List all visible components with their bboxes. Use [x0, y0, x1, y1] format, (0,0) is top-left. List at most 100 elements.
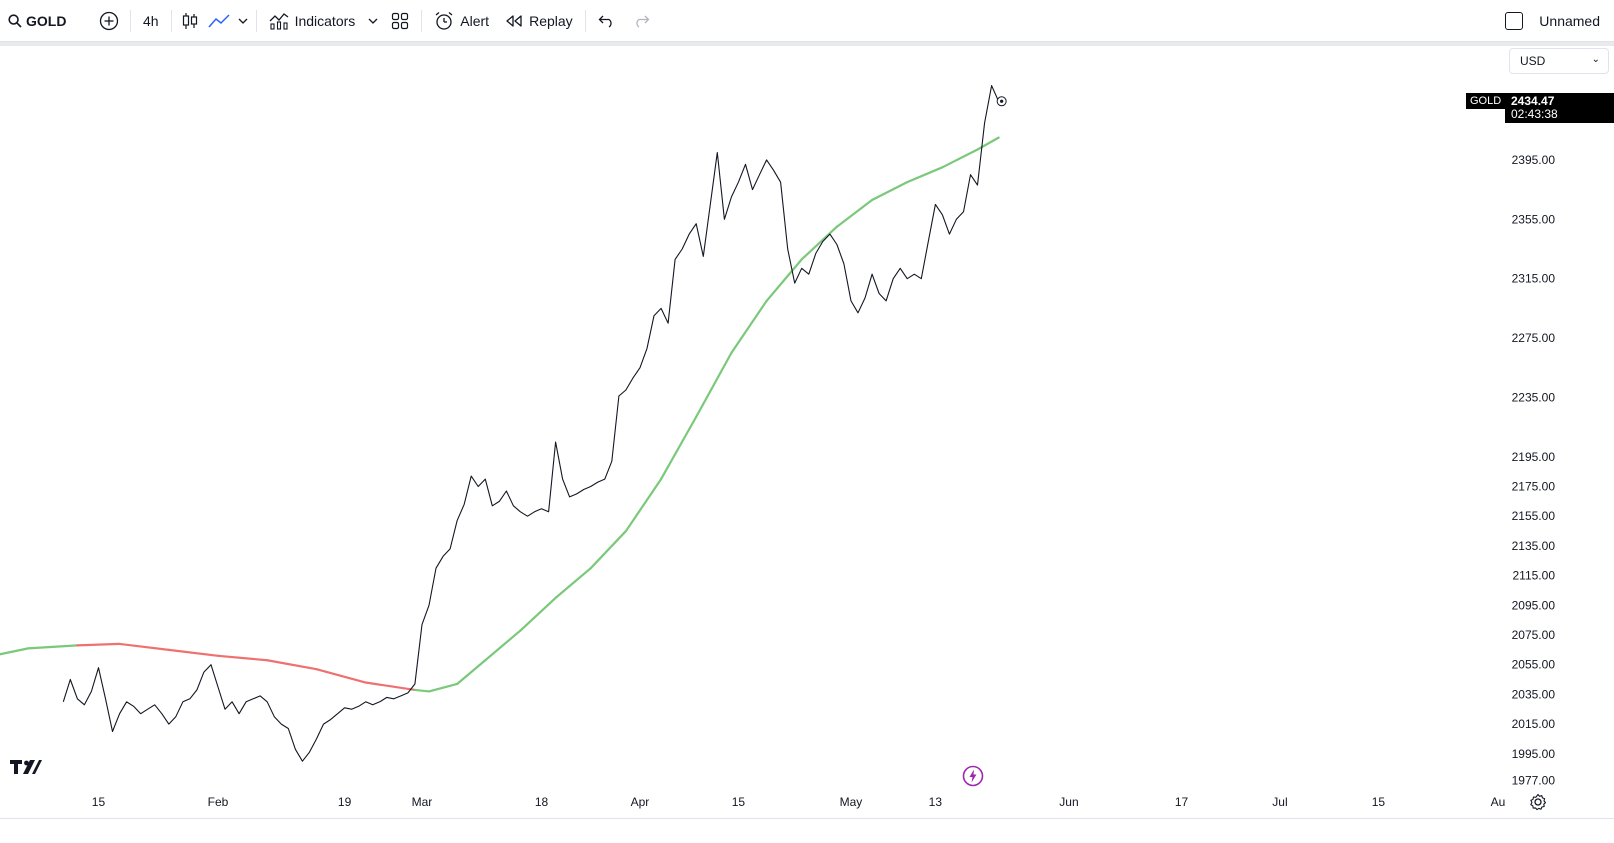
symbol-label: GOLD: [26, 12, 67, 29]
moving-average-segment: [730, 299, 768, 354]
moving-average-segment: [976, 136, 1000, 151]
tradingview-logo-icon[interactable]: [10, 758, 42, 781]
interval-button[interactable]: 4h: [135, 0, 167, 42]
chart-settings-gear-icon[interactable]: [1528, 792, 1548, 817]
moving-average-segment: [941, 148, 979, 169]
price-axis-label: 2175.00: [1512, 480, 1556, 494]
chart-area[interactable]: 2395.00 2355.00 2315.00 2275.00 2235.00 2195.…: [0, 46, 1614, 843]
time-axis-label: Mar: [412, 795, 433, 809]
price-chart[interactable]: 2395.00 2355.00 2315.00 2275.00 2235.00 2195.…: [0, 46, 1614, 843]
candles-style-button[interactable]: [176, 0, 204, 42]
moving-average-segment: [266, 659, 318, 671]
moving-average-segment: [765, 258, 803, 303]
toolbar-divider: [130, 9, 131, 32]
layout-checkbox-icon[interactable]: [1505, 12, 1524, 30]
time-axis-label: Apr: [631, 795, 650, 809]
line-chart-icon: [208, 13, 230, 27]
moving-average-segment: [315, 668, 367, 684]
toolbar-divider: [170, 9, 172, 32]
replay-button[interactable]: Replay: [497, 0, 581, 42]
moving-average-segment: [0, 647, 30, 656]
undo-icon: [598, 15, 612, 28]
moving-average-segment: [413, 688, 431, 693]
moving-average-segment: [118, 642, 170, 651]
last-price-tag: 2434.47 02:43:38: [1505, 93, 1614, 123]
symbol-search[interactable]: GOLD: [0, 0, 92, 42]
top-toolbar: GOLD 4h: [0, 0, 1614, 42]
alarm-clock-icon: [435, 11, 453, 30]
time-axis-label: Feb: [208, 795, 229, 809]
moving-average-segment: [456, 659, 487, 686]
price-axis-label: 2015.00: [1512, 717, 1556, 731]
grid-layout-icon: [392, 12, 409, 29]
moving-average-segment: [364, 681, 417, 692]
chevron-down-icon: [238, 18, 248, 24]
candlestick-icon: [182, 12, 197, 29]
replay-label: Replay: [529, 12, 573, 29]
moving-average-segment: [519, 596, 557, 632]
price-axis-label: 2055.00: [1512, 658, 1556, 672]
moving-average-segment: [695, 351, 733, 418]
chevron-down-icon: ⌄: [1591, 54, 1600, 65]
time-axis-label: Au: [1491, 795, 1506, 809]
price-series-line: [62, 85, 1000, 762]
indicators-icon: [269, 12, 288, 30]
moving-average-segment: [216, 654, 269, 662]
layout-name[interactable]: Unnamed: [1539, 13, 1600, 29]
price-axis-label: 1977.00: [1512, 774, 1556, 788]
alert-label: Alert: [460, 12, 490, 29]
toolbar-shadow: [0, 42, 1614, 46]
indicators-label: Indicators: [294, 12, 356, 29]
line-style-button[interactable]: [204, 0, 234, 42]
currency-button[interactable]: USD ⌄: [1509, 48, 1609, 74]
chevron-down-icon: [368, 18, 378, 24]
chart-type-dropdown[interactable]: [234, 0, 252, 42]
price-axis-label: 2155.00: [1512, 509, 1556, 523]
moving-average-segment: [870, 181, 909, 202]
moving-average-segment: [835, 198, 874, 228]
time-axis-label: 18: [535, 795, 549, 809]
price-axis-label: 2355.00: [1512, 212, 1556, 226]
time-axis-label: May: [840, 795, 863, 809]
undo-button[interactable]: [590, 0, 624, 42]
price-axis-label: 2135.00: [1512, 539, 1556, 553]
toolbar-divider: [421, 9, 423, 32]
bottom-border: [0, 818, 1614, 819]
price-axis-label: 2195.00: [1512, 450, 1556, 464]
price-axis-label: 2395.00: [1512, 153, 1556, 167]
moving-average-segment: [554, 567, 592, 599]
time-axis-label: Jul: [1272, 795, 1287, 809]
moving-average-segment: [427, 682, 459, 693]
moving-average-segment: [659, 415, 698, 481]
moving-average-segment: [800, 225, 838, 261]
search-icon: [8, 13, 22, 28]
time-axis-label: 17: [1175, 795, 1189, 809]
alert-button[interactable]: Alert: [426, 0, 497, 42]
price-axis-label: 2235.00: [1512, 390, 1556, 404]
price-axis-label: 1995.00: [1512, 747, 1556, 761]
moving-average-segment: [27, 644, 79, 650]
layout-button[interactable]: [383, 0, 417, 42]
last-price: 2434.47: [1511, 94, 1555, 108]
time-axis-label: 15: [92, 795, 106, 809]
price-axis-label: 2115.00: [1513, 569, 1556, 583]
moving-average-segment: [624, 478, 663, 533]
redo-button[interactable]: [624, 0, 658, 42]
moving-average-segment: [76, 642, 121, 647]
plus-circle-icon: [99, 11, 119, 30]
price-axis-label: 2035.00: [1512, 687, 1556, 701]
price-axis-label: 2095.00: [1512, 598, 1556, 612]
currency-label: USD: [1520, 54, 1546, 68]
moving-average-segment: [589, 529, 628, 570]
price-axis-label: 2315.00: [1512, 272, 1556, 286]
time-axis-label: Jun: [1059, 795, 1078, 809]
indicators-button[interactable]: Indicators: [261, 0, 364, 42]
time-axis-label: 13: [929, 795, 943, 809]
indicators-dropdown[interactable]: [363, 0, 383, 42]
compare-symbol-button[interactable]: [92, 0, 126, 42]
moving-average-segment: [906, 166, 944, 184]
symbol-price-tag: GOLD: [1466, 93, 1506, 109]
moving-average-segment: [484, 629, 522, 662]
lightning-icon[interactable]: [962, 765, 984, 792]
redo-icon: [636, 15, 650, 28]
